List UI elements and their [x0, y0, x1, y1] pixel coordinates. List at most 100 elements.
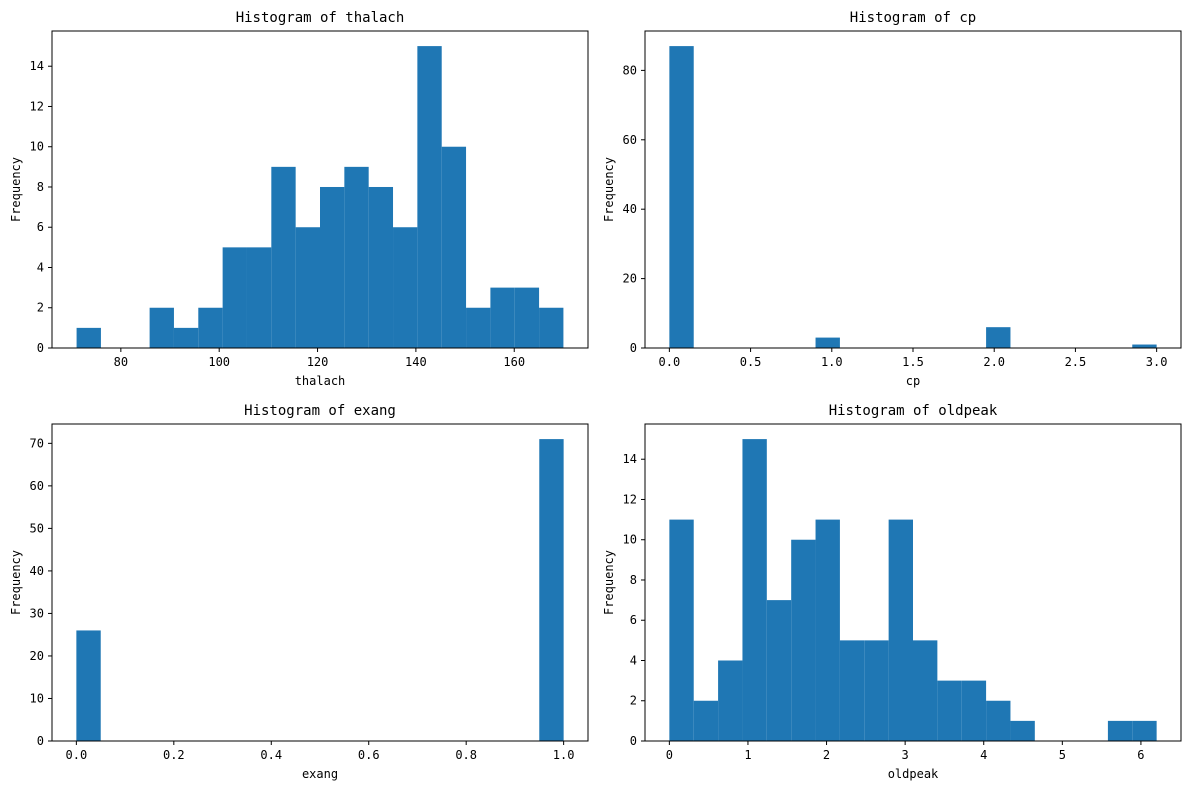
chart-cp: 0.0 0.5 1.0 1.5 2.0 2.5 3.0 0 20 40 60 80 Histogram … — [602, 10, 1182, 388]
chart-thalach: 80 100 120 140 160 0 2 4 6 8 10 12 14 Histogram of th… — [9, 10, 589, 388]
exang-xtick-label-1: 0.2 — [163, 748, 185, 762]
oldpeak-ytick-label-7: 14 — [623, 452, 637, 466]
thalach-xtick-label-1: 100 — [208, 355, 230, 369]
oldpeak-chart-title: Histogram of oldpeak — [829, 403, 998, 419]
oldpeak-xtick-label-3: 3 — [902, 748, 909, 762]
cp-xtick-label-4: 2.0 — [983, 355, 1005, 369]
cp-xtick-label-0: 0.0 — [659, 355, 681, 369]
thalach-bar-17 — [490, 287, 515, 348]
oldpeak-ytick-label-5: 10 — [623, 533, 637, 547]
thalach-ytick-label-3: 6 — [37, 220, 44, 234]
thalach-x-axis-label: thalach — [295, 374, 346, 388]
oldpeak-xtick-label-0: 0 — [666, 748, 673, 762]
cp-bar-0 — [669, 46, 694, 348]
exang-ytick-label-0: 0 — [37, 734, 44, 748]
oldpeak-bar-10 — [913, 640, 938, 741]
thalach-xtick-label-3: 140 — [405, 355, 427, 369]
thalach-ytick-label-5: 10 — [30, 140, 44, 154]
cp-xtick-label-1: 0.5 — [740, 355, 762, 369]
exang-chart-title: Histogram of exang — [244, 403, 396, 419]
oldpeak-bar-6 — [815, 519, 840, 741]
oldpeak-x-axis-label: oldpeak — [888, 767, 939, 781]
thalach-xtick-label-0: 80 — [114, 355, 128, 369]
oldpeak-bar-0 — [669, 519, 694, 741]
exang-ytick-label-5: 50 — [30, 521, 44, 535]
cp-ytick-label-0: 0 — [630, 341, 637, 355]
thalach-ytick-label-6: 12 — [30, 99, 44, 113]
thalach-bar-19 — [539, 307, 564, 348]
cp-x-axis-label: cp — [906, 374, 920, 388]
exang-ytick-label-3: 30 — [30, 606, 44, 620]
oldpeak-bar-8 — [864, 640, 889, 741]
oldpeak-bar-14 — [1010, 720, 1035, 741]
oldpeak-bar-2 — [718, 660, 743, 741]
thalach-ytick-label-0: 0 — [37, 341, 44, 355]
cp-chart-title: Histogram of cp — [850, 10, 976, 26]
exang-xtick-label-0: 0.0 — [66, 748, 88, 762]
cp-xtick-label-5: 2.5 — [1065, 355, 1087, 369]
thalach-bar-6 — [222, 247, 247, 348]
exang-xtick-label-2: 0.4 — [260, 748, 282, 762]
thalach-bar-15 — [441, 146, 467, 348]
oldpeak-bar-12 — [961, 680, 987, 741]
oldpeak-bar-11 — [937, 680, 962, 741]
oldpeak-axes-frame — [644, 423, 1182, 742]
oldpeak-ytick-label-3: 6 — [630, 613, 637, 627]
thalach-bar-3 — [149, 307, 174, 348]
exang-ytick-label-4: 40 — [30, 564, 44, 578]
exang-xtick-label-4: 0.8 — [455, 748, 477, 762]
oldpeak-bar-7 — [839, 640, 865, 741]
thalach-bar-14 — [417, 46, 442, 348]
cp-ytick-label-3: 60 — [623, 133, 637, 147]
thalach-bar-16 — [466, 307, 491, 348]
exang-axes-frame — [51, 423, 589, 742]
oldpeak-ytick-label-2: 4 — [630, 653, 637, 667]
cp-axes-frame — [644, 30, 1182, 349]
cp-ytick-label-4: 80 — [623, 63, 637, 77]
thalach-bar-9 — [295, 227, 320, 348]
thalach-bar-13 — [393, 227, 418, 348]
thalach-axes-frame — [51, 30, 589, 349]
thalach-bar-18 — [514, 287, 540, 348]
cp-xtick-label-3: 1.5 — [902, 355, 924, 369]
exang-ytick-label-6: 60 — [30, 479, 44, 493]
thalach-bar-0 — [76, 327, 101, 348]
oldpeak-xtick-label-5: 5 — [1059, 748, 1066, 762]
thalach-ytick-label-2: 4 — [37, 260, 44, 274]
oldpeak-bar-5 — [791, 539, 816, 741]
cp-ytick-label-2: 40 — [623, 202, 637, 216]
oldpeak-bar-9 — [888, 519, 913, 741]
oldpeak-bar-4 — [766, 600, 792, 741]
oldpeak-ytick-label-6: 12 — [623, 492, 637, 506]
thalach-xtick-label-4: 160 — [503, 355, 525, 369]
exang-xtick-label-5: 1.0 — [553, 748, 575, 762]
cp-xtick-label-2: 1.0 — [821, 355, 843, 369]
cp-bar-13 — [986, 327, 1011, 348]
exang-xtick-label-3: 0.6 — [358, 748, 380, 762]
cp-ytick-label-1: 20 — [623, 272, 637, 286]
oldpeak-xtick-label-4: 4 — [980, 748, 987, 762]
oldpeak-bar-18 — [1107, 720, 1133, 741]
exang-ytick-label-7: 70 — [30, 436, 44, 450]
thalach-ytick-label-4: 8 — [37, 180, 44, 194]
oldpeak-y-axis-label: Frequency — [602, 550, 616, 615]
thalach-ytick-label-1: 2 — [37, 301, 44, 315]
chart-exang: 0.0 0.2 0.4 0.6 0.8 1.0 0 10 20 30 40 50 60 70 Histogr… — [9, 403, 589, 781]
thalach-bar-11 — [344, 166, 369, 348]
oldpeak-ytick-label-0: 0 — [630, 734, 637, 748]
thalach-bar-4 — [173, 327, 199, 348]
thalach-bar-5 — [198, 307, 223, 348]
thalach-chart-title: Histogram of thalach — [236, 10, 405, 26]
oldpeak-bar-19 — [1132, 720, 1157, 741]
oldpeak-xtick-label-2: 2 — [823, 748, 830, 762]
thalach-xtick-label-2: 120 — [307, 355, 329, 369]
cp-bar-6 — [815, 337, 840, 348]
exang-y-axis-label: Frequency — [9, 550, 23, 615]
oldpeak-xtick-label-6: 6 — [1137, 748, 1144, 762]
oldpeak-ytick-label-1: 2 — [630, 694, 637, 708]
oldpeak-bar-1 — [693, 700, 719, 741]
oldpeak-bar-13 — [986, 700, 1011, 741]
cp-y-axis-label: Frequency — [602, 157, 616, 222]
exang-x-axis-label: exang — [302, 767, 338, 781]
